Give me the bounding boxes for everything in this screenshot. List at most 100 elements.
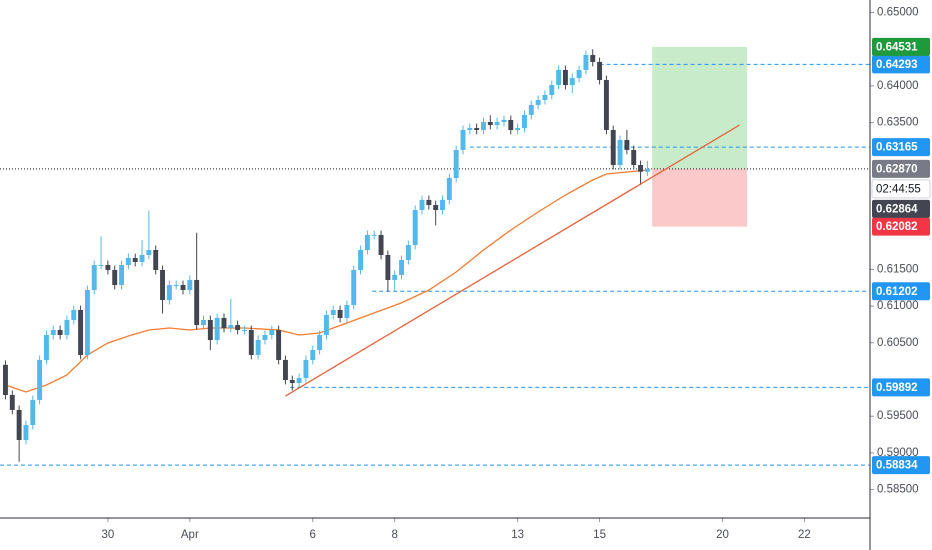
candle-body [597, 61, 603, 81]
candle-body [610, 129, 616, 166]
candle-body [583, 54, 589, 70]
candle-body [98, 264, 104, 266]
level-label-box [872, 55, 930, 74]
candle-body [624, 139, 630, 150]
candle-body [317, 335, 323, 350]
x-tick-label: 13 [511, 529, 524, 541]
candle-body [426, 199, 432, 206]
level-label-text: 0.59892 [876, 382, 918, 394]
candle-body [323, 314, 329, 336]
trendline [285, 124, 740, 397]
level-label: 0.64293 [872, 55, 930, 74]
candle-body [248, 330, 254, 355]
candle-body [194, 279, 200, 326]
candle-body [23, 424, 29, 440]
candle-body [460, 129, 466, 150]
candle-body [549, 84, 555, 95]
candle-body [173, 285, 179, 287]
level-label-text: 0.61202 [876, 286, 918, 298]
candle-body [453, 149, 459, 179]
candle-body [385, 254, 391, 280]
candle-body [78, 309, 84, 355]
level-label-box [872, 456, 930, 475]
candle-body [201, 319, 206, 326]
level-label-text: 0.63165 [876, 142, 918, 154]
candle-body [364, 234, 370, 251]
countdown-label: 02:44:55 [871, 179, 931, 199]
target-label-text: 0.64531 [876, 41, 918, 53]
candle-body [344, 304, 350, 318]
loss-zone [652, 168, 748, 227]
candle-body [358, 250, 364, 270]
candle-body [269, 330, 275, 336]
candle-body [638, 165, 644, 172]
candle-body [576, 69, 582, 78]
candle-body [146, 250, 152, 255]
x-tick-label: 22 [798, 529, 811, 541]
candle-body [644, 168, 650, 172]
candle-body [132, 258, 138, 262]
candle-body [282, 359, 288, 381]
candle-body [84, 290, 90, 355]
candle-body [631, 149, 637, 166]
candle-body [569, 77, 575, 85]
candle-body [481, 121, 486, 130]
candle-body [43, 335, 49, 360]
level-label: 0.61202 [872, 282, 930, 301]
candle-body [556, 69, 562, 85]
candle-body [71, 309, 77, 320]
stop-label-box [872, 217, 930, 236]
y-tick-label: 0.64000 [877, 80, 919, 92]
y-tick-label: 0.61500 [877, 263, 919, 275]
candle-body [474, 128, 480, 130]
level-label-box [872, 138, 930, 157]
y-tick-label: 0.59000 [877, 447, 919, 459]
last-price-label-box [872, 199, 930, 218]
x-tick-label: Apr [181, 529, 199, 541]
stop-label-text: 0.62082 [876, 221, 918, 233]
candle-body [3, 364, 8, 395]
x-tick-label: 6 [310, 529, 316, 541]
candle-body [160, 269, 165, 300]
candle-body [603, 80, 609, 130]
candle-body [310, 349, 316, 360]
candle-body [433, 205, 439, 211]
candle-body [535, 99, 541, 105]
candle-body [562, 69, 568, 85]
stop-label: 0.62082 [872, 217, 930, 236]
candle-body [221, 317, 227, 328]
candle-body [16, 409, 22, 440]
candle-body [125, 258, 131, 265]
last-price-label: 0.62864 [872, 199, 930, 218]
countdown-label-text: 02:44:55 [876, 183, 921, 195]
level-label-text: 0.64293 [876, 59, 918, 71]
candle-body [446, 178, 452, 200]
candle-body [337, 309, 343, 318]
candle-body [412, 210, 418, 246]
countdown-label-box [871, 179, 931, 199]
candle-body [419, 199, 425, 211]
x-tick-label: 20 [716, 529, 729, 541]
x-tick-label: 15 [593, 529, 606, 541]
target-label: 0.64531 [872, 37, 930, 56]
candle-body [30, 399, 36, 425]
y-tick-label: 0.65000 [877, 7, 919, 19]
candle-body [467, 128, 473, 130]
candle-body [214, 317, 220, 340]
candle-body [9, 394, 15, 410]
candle-body [180, 285, 186, 291]
candle-body [255, 339, 261, 355]
candle-body [405, 245, 411, 260]
candle-body [57, 330, 63, 336]
level-label: 0.63165 [872, 138, 930, 157]
x-tick-label: 30 [101, 529, 114, 541]
candle-body [119, 264, 125, 286]
entry-label-text: 0.62870 [876, 163, 918, 175]
candle-body [228, 325, 234, 328]
candle-body [37, 359, 43, 400]
candle-body [64, 319, 70, 336]
x-tick-label: 8 [392, 529, 398, 541]
candle-body [235, 325, 241, 331]
candle-body [105, 264, 111, 270]
